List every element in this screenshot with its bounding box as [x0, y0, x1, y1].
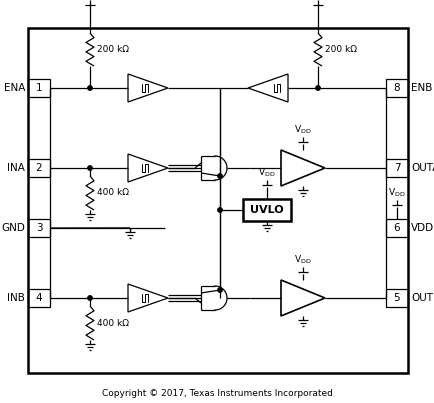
- Circle shape: [217, 208, 222, 212]
- Text: INA: INA: [7, 163, 25, 173]
- Text: V$_{\mathsf{DD}}$: V$_{\mathsf{DD}}$: [258, 166, 275, 179]
- Text: 6: 6: [393, 223, 399, 233]
- Text: 3: 3: [36, 223, 42, 233]
- Text: 200 kΩ: 200 kΩ: [324, 45, 356, 54]
- Circle shape: [88, 166, 92, 170]
- Bar: [28, 159, 50, 177]
- Text: 200 kΩ: 200 kΩ: [97, 45, 129, 54]
- Text: INB: INB: [7, 293, 25, 303]
- Text: OUTB: OUTB: [410, 293, 434, 303]
- Circle shape: [88, 296, 92, 300]
- Text: 4: 4: [36, 293, 42, 303]
- Circle shape: [315, 86, 319, 90]
- Bar: [28, 289, 50, 307]
- Text: 2: 2: [36, 163, 42, 173]
- Bar: [385, 79, 407, 97]
- Text: 400 kΩ: 400 kΩ: [97, 189, 129, 197]
- Bar: [385, 159, 407, 177]
- Text: Copyright © 2017, Texas Instruments Incorporated: Copyright © 2017, Texas Instruments Inco…: [102, 388, 332, 397]
- Text: V$_{\mathsf{DD}}$: V$_{\mathsf{DD}}$: [387, 187, 405, 199]
- Text: UVLO: UVLO: [250, 205, 283, 215]
- Text: ENA: ENA: [3, 83, 25, 93]
- Bar: [385, 289, 407, 307]
- Circle shape: [217, 174, 222, 178]
- Bar: [28, 28, 407, 373]
- Text: V$_{\mathsf{DD}}$: V$_{\mathsf{DD}}$: [293, 123, 311, 136]
- Bar: [28, 219, 50, 237]
- Text: 5: 5: [393, 293, 399, 303]
- Circle shape: [88, 86, 92, 90]
- Text: V$_{\mathsf{DD}}$: V$_{\mathsf{DD}}$: [293, 253, 311, 266]
- Bar: [243, 199, 290, 221]
- Text: VDD: VDD: [410, 223, 433, 233]
- Text: 7: 7: [393, 163, 399, 173]
- Bar: [28, 79, 50, 97]
- Text: GND: GND: [1, 223, 25, 233]
- Text: 1: 1: [36, 83, 42, 93]
- Text: OUTA: OUTA: [410, 163, 434, 173]
- Text: 8: 8: [393, 83, 399, 93]
- Text: ENB: ENB: [410, 83, 431, 93]
- Text: 400 kΩ: 400 kΩ: [97, 318, 129, 328]
- Bar: [385, 219, 407, 237]
- Circle shape: [217, 288, 222, 292]
